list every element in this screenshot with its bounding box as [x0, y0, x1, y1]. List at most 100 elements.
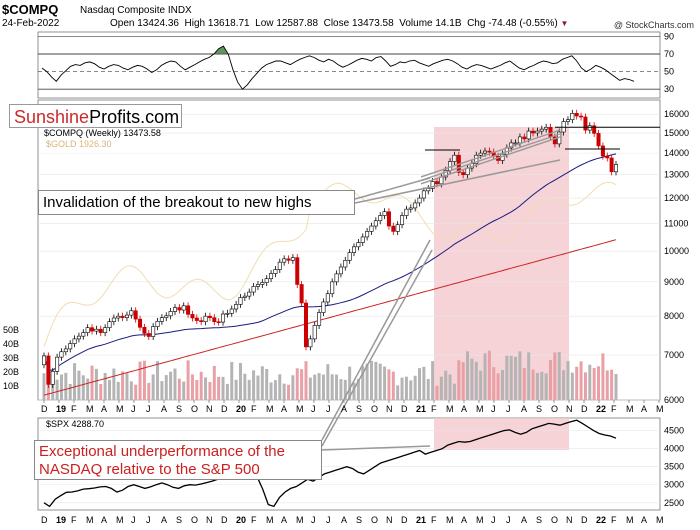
volume-tick-label-20B: 20B [3, 367, 19, 377]
candle-body [269, 273, 274, 279]
volume-bar [247, 379, 251, 400]
down-arrow-icon: ▼ [560, 19, 569, 28]
candle-body [347, 252, 352, 261]
x-tick-label-M: M [266, 515, 274, 525]
volume-bar [234, 379, 238, 400]
x-tick-label-D: D [41, 515, 48, 525]
gold-legend: $GOLD 1926.30 [46, 139, 112, 149]
logo-part-profits: Profits.com [89, 107, 180, 127]
x-tick-label-F: F [71, 404, 77, 414]
x-tick-label-F: F [611, 404, 617, 414]
x-tick-label-M: M [296, 404, 304, 414]
axis-layer: 30 50 70 90 6000 7000 8000 9000 10000 11000 12000 1… [3, 31, 689, 525]
volume-bar [374, 361, 378, 400]
x-tick-label-N: N [566, 404, 573, 414]
candle-body [448, 161, 453, 171]
x-tick-label-M: M [476, 515, 484, 525]
candle-body [417, 197, 422, 204]
volume-bar [540, 371, 544, 400]
candle-body [583, 116, 588, 131]
volume-bar [518, 351, 522, 400]
volume-bar [103, 373, 107, 400]
volume-bar [509, 355, 513, 400]
volume-bar [160, 381, 164, 400]
volume-bar [212, 365, 216, 400]
candle-body [251, 286, 256, 293]
x-tick-label-D: D [581, 515, 588, 525]
candle-body [155, 321, 160, 327]
volume-bar [570, 372, 574, 400]
candle-body [592, 125, 597, 134]
x-tick-label-F: F [611, 515, 617, 525]
candle-body [203, 315, 208, 322]
candle-body [391, 225, 396, 232]
volume-bar [544, 373, 548, 400]
highlight-period-price [434, 127, 569, 400]
volume-bar [252, 370, 256, 400]
change-value: -74.48 (-0.55%) [488, 18, 558, 29]
volume-bar [300, 369, 304, 400]
highlight-period-spx [434, 418, 569, 450]
candle-body [273, 269, 278, 274]
volume-bar [383, 366, 387, 400]
candle-body [41, 355, 46, 366]
x-tick-label-A: A [281, 404, 287, 414]
volume-bar [304, 361, 308, 400]
spx-tick-label-3000: 3000 [664, 480, 684, 490]
candle-body [531, 130, 536, 134]
candle-body [247, 291, 252, 297]
candle-body [146, 333, 151, 337]
volume-bar [566, 361, 570, 400]
underperformance-pointer [321, 445, 431, 451]
candle-body [365, 231, 370, 238]
volume-bar [94, 368, 98, 400]
candle-body [50, 371, 55, 385]
volume-bar [352, 382, 356, 400]
candle-body [190, 314, 195, 319]
price-tick-label-8000: 8000 [664, 311, 684, 321]
volume-bar [391, 371, 395, 400]
volume-bar [418, 368, 422, 400]
x-tick-label-M: M [656, 404, 664, 414]
x-tick-label-J: J [326, 515, 331, 525]
x-tick-label-F: F [251, 404, 257, 414]
volume-bar [461, 362, 465, 400]
candle-body [238, 297, 243, 305]
x-tick-label-A: A [641, 404, 647, 414]
x-tick-label-M: M [476, 404, 484, 414]
candle-body [570, 113, 575, 121]
volume-bar [487, 350, 491, 400]
candle-body [277, 261, 282, 270]
legend-layer: $COMPQ (Weekly) 13473.58 $GOLD 1926.30 $… [44, 128, 161, 429]
close-value: 13473.58 [351, 18, 394, 29]
x-tick-label-S: S [356, 404, 362, 414]
volume-bar [265, 369, 269, 400]
volume-bar [295, 368, 299, 400]
candle-body [85, 327, 90, 333]
breakout-pointer [354, 159, 561, 204]
x-tick-label-J: J [311, 404, 316, 414]
candle-body [587, 125, 592, 131]
rsi-tick-label-50: 50 [664, 67, 674, 77]
volume-bar [330, 374, 334, 400]
volume-bar [138, 361, 142, 400]
x-tick-label-21: 21 [416, 515, 426, 525]
candle-body [90, 327, 95, 332]
x-tick-label-M: M [446, 404, 454, 414]
x-tick-label-S: S [356, 515, 362, 525]
volume-bar [55, 379, 59, 400]
volume-bar [208, 382, 212, 400]
candle-body [55, 356, 60, 372]
volume-bar [147, 382, 151, 400]
x-tick-label-S: S [536, 515, 542, 525]
x-tick-label-D: D [41, 404, 48, 414]
candle-body [199, 320, 204, 322]
x-tick-label-O: O [191, 515, 198, 525]
price-tick-label-16000: 16000 [664, 109, 689, 119]
x-tick-label-M: M [266, 404, 274, 414]
volume-bar [601, 353, 605, 400]
spx-legend: $SPX 4288.70 [46, 419, 104, 429]
volume-bar [466, 351, 470, 400]
candle-body [434, 181, 439, 185]
candle-body [290, 257, 295, 261]
